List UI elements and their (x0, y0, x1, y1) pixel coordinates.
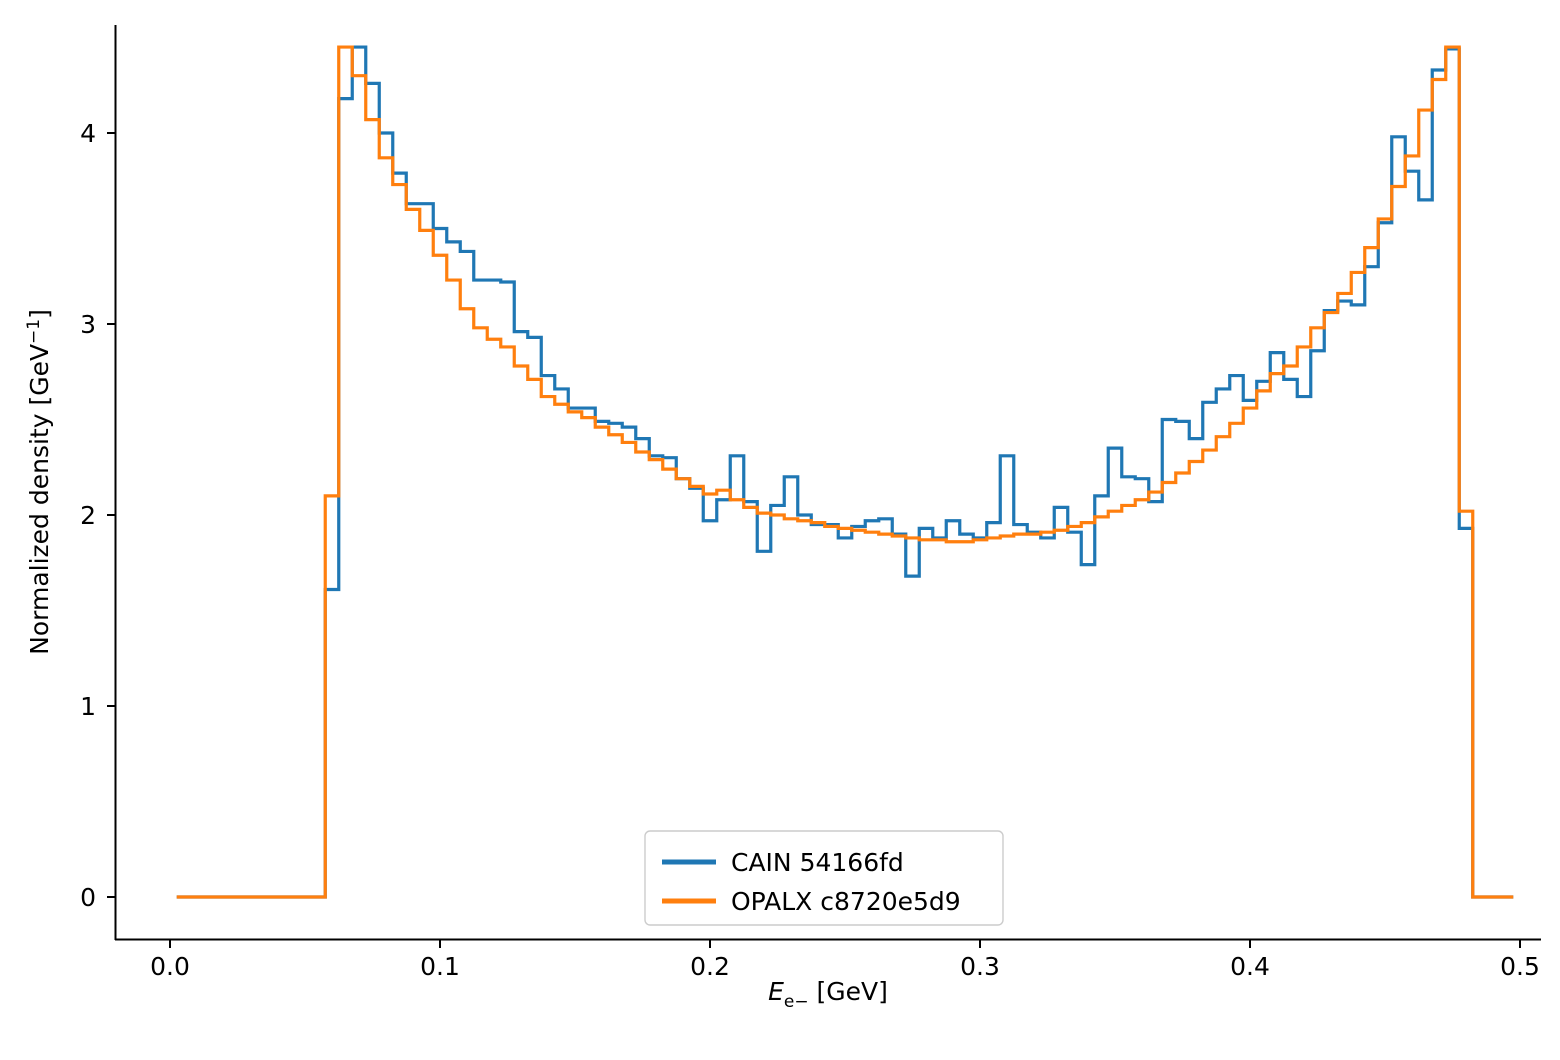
x-tick-label: 0.5 (1500, 952, 1540, 981)
legend-label-cain: CAIN 54166fd (731, 848, 904, 877)
legend-box (644, 830, 1004, 926)
x-tick-label: 0.0 (150, 952, 190, 981)
y-tick-label: 2 (80, 501, 96, 530)
legend-label-opalx: OPALX c8720e5d9 (731, 887, 961, 916)
y-axis-title: Normalized density [GeV−1] (24, 309, 54, 655)
y-tick-label: 4 (80, 119, 96, 148)
legend[interactable]: CAIN 54166fd OPALX c8720e5d9 (644, 830, 1004, 926)
x-tick-label: 0.3 (960, 952, 1000, 981)
x-tick-label: 0.1 (420, 952, 460, 981)
x-axis-title-text: Ee− [GeV] (768, 977, 888, 1012)
y-tick-label: 0 (80, 883, 96, 912)
y-tick-label: 1 (80, 692, 96, 721)
y-axis-ticks: 0 1 2 3 4 (80, 119, 115, 912)
data-series-group (176, 45, 1514, 899)
x-tick-label: 0.2 (690, 952, 730, 981)
series-line-opalx (176, 45, 1514, 899)
x-axis-ticks: 0.0 0.1 0.2 0.3 0.4 0.5 (150, 940, 1540, 981)
y-axis-title-text: Normalized density [GeV−1] (24, 309, 54, 655)
axes-spines (114, 25, 1541, 941)
x-axis-title: Ee− [GeV] (768, 977, 888, 1012)
y-tick-label: 3 (80, 310, 96, 339)
series-line-cain (176, 45, 1514, 899)
x-tick-label: 0.4 (1230, 952, 1270, 981)
